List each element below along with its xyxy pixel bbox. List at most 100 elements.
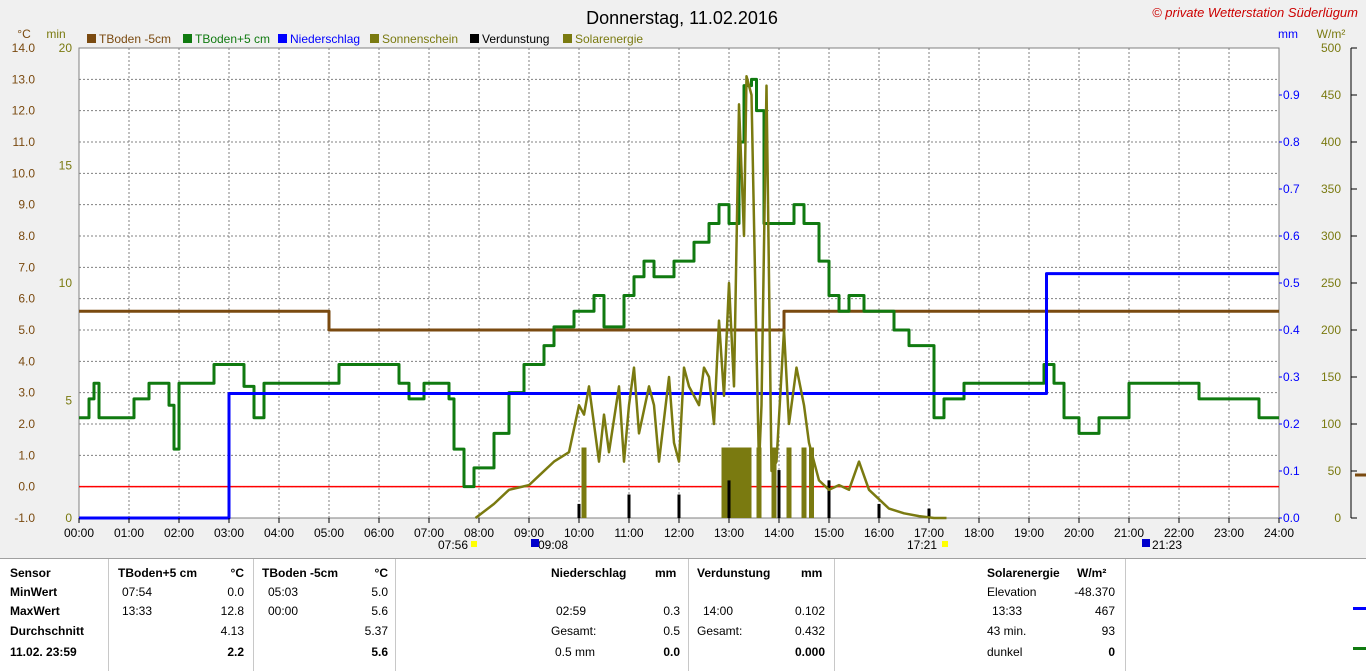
x-tick-label: 13:00 [714, 526, 744, 540]
y-wm2-label: 200 [1321, 323, 1341, 337]
y-celsius-label: 7.0 [18, 260, 35, 274]
solar-elev: -48.370 [1074, 585, 1115, 599]
minutes-unit: min [46, 27, 65, 41]
y-mm-label: 0.5 [1283, 276, 1300, 290]
row-label-sensor: Sensor [10, 566, 51, 580]
y-mm-label: 0.0 [1283, 511, 1300, 525]
bars [577, 447, 931, 518]
y-celsius-label: -1.0 [14, 511, 35, 525]
x-tick-label: 03:00 [214, 526, 244, 540]
tm5-avg: 5.37 [364, 624, 388, 638]
x-tick-label: 12:00 [664, 526, 694, 540]
x-tick-label: 16:00 [864, 526, 894, 540]
legend-label: TBoden -5cm [99, 32, 171, 46]
x-tick-label: 14:00 [764, 526, 794, 540]
y-celsius-label: 0.0 [18, 480, 35, 494]
legend-swatch [278, 34, 287, 43]
solar-header: Solarenergie [987, 566, 1060, 580]
x-tick-label: 09:00 [514, 526, 544, 540]
legend-label: Sonnenschein [382, 32, 458, 46]
solar-mins-val: 93 [1101, 624, 1115, 638]
y-celsius-label: 1.0 [18, 448, 35, 462]
bar-verdunstung [827, 480, 831, 518]
tm5-min-val: 5.0 [371, 585, 388, 599]
legend-swatch [87, 34, 96, 43]
tp5-unit: °C [230, 566, 244, 580]
x-tick-label: 11:00 [614, 526, 643, 540]
solar-mins-label: 43 min. [987, 624, 1027, 638]
legend-label: Verdunstung [482, 32, 549, 46]
bar-sonnenschein [786, 447, 792, 518]
bar-sonnenschein [731, 447, 737, 518]
stats-table: Sensor MinWert MaxWert Durchschnitt 11.0… [0, 558, 1366, 671]
legend-swatch [563, 34, 572, 43]
y-mm-label: 0.7 [1283, 182, 1300, 196]
y-wm2-label: 150 [1321, 370, 1341, 384]
time-markers: 07:56 09:08 17:21 21:23 [438, 538, 1182, 552]
y-minutes-label: 10 [59, 276, 73, 290]
x-tick-label: 23:00 [1214, 526, 1244, 540]
x-tick-label: 02:00 [164, 526, 194, 540]
sunset-marker [942, 541, 948, 547]
evap-gesamt-label: Gesamt: [697, 624, 743, 638]
y-minutes-label: 15 [59, 159, 73, 173]
row-label-min: MinWert [10, 585, 58, 599]
y-wm2-label: 50 [1328, 464, 1342, 478]
rain-start-label: 09:08 [538, 538, 568, 552]
y-mm-label: 0.3 [1283, 370, 1300, 384]
tp5-header: TBoden+5 cm [118, 566, 198, 580]
axes: 00:00 01:00 02:00 03:00 04:00 05:00 06:00 07:00… [12, 41, 1357, 540]
x-tick-label: 05:00 [314, 526, 344, 540]
y-wm2-label: 300 [1321, 229, 1341, 243]
x-tick-label: 06:00 [364, 526, 394, 540]
tp5-min-time: 07:54 [122, 585, 153, 599]
y-minutes-label: 5 [65, 394, 72, 408]
x-tick-label: 21:00 [1114, 526, 1144, 540]
tm5-max-time: 00:00 [268, 604, 299, 618]
tm5-header: TBoden -5cm [262, 566, 339, 580]
bar-verdunstung [577, 503, 581, 518]
y-wm2-label: 450 [1321, 88, 1341, 102]
row-label-avg: Durchschnitt [10, 624, 85, 638]
x-tick-label: 22:00 [1164, 526, 1194, 540]
tm5-max-val: 5.6 [371, 604, 388, 618]
solar-max-time: 13:33 [992, 604, 1023, 618]
y-celsius-label: 6.0 [18, 292, 35, 306]
legend-swatch [470, 34, 479, 43]
y-wm2-label: 400 [1321, 135, 1341, 149]
sunrise-label: 07:56 [438, 538, 468, 552]
y-wm2-label: 350 [1321, 182, 1341, 196]
rain-unit: mm [655, 566, 677, 580]
x-tick-label: 24:00 [1264, 526, 1294, 540]
solar-unit: W/m² [1077, 566, 1107, 580]
y-celsius-label: 14.0 [12, 41, 36, 55]
legend-swatch [183, 34, 192, 43]
evap-unit: mm [801, 566, 823, 580]
y-celsius-label: 5.0 [18, 323, 35, 337]
series-lines [79, 74, 1279, 520]
solar-dunkel-label: dunkel [987, 645, 1023, 659]
x-tick-label: 18:00 [964, 526, 994, 540]
x-tick-label: 08:00 [464, 526, 494, 540]
chart-title: Donnerstag, 11.02.2016 [586, 8, 778, 28]
sunset-label: 17:21 [907, 538, 937, 552]
y-wm2-label: 250 [1321, 276, 1341, 290]
tp5-min-val: 0.0 [227, 585, 244, 599]
evap-current: 0.000 [794, 645, 825, 659]
series-line-solarenergie [474, 74, 947, 520]
bar-sonnenschein [581, 447, 587, 518]
bar-sonnenschein [746, 447, 752, 518]
bar-verdunstung [877, 503, 881, 518]
bar-verdunstung [927, 508, 931, 518]
y-mm-label: 0.6 [1283, 229, 1300, 243]
bar-sonnenschein [756, 447, 762, 518]
weather-chart: 00:00 01:00 02:00 03:00 04:00 05:00 06:00 07:00… [12, 5, 1366, 552]
y-wm2-label: 500 [1321, 41, 1341, 55]
bar-verdunstung [777, 470, 781, 518]
legend-label: Niederschlag [290, 32, 360, 46]
y-celsius-label: 12.0 [12, 104, 36, 118]
tp5-avg: 4.13 [220, 624, 244, 638]
y-mm-label: 0.2 [1283, 417, 1300, 431]
x-tick-label: 04:00 [264, 526, 294, 540]
bar-sonnenschein [736, 447, 742, 518]
